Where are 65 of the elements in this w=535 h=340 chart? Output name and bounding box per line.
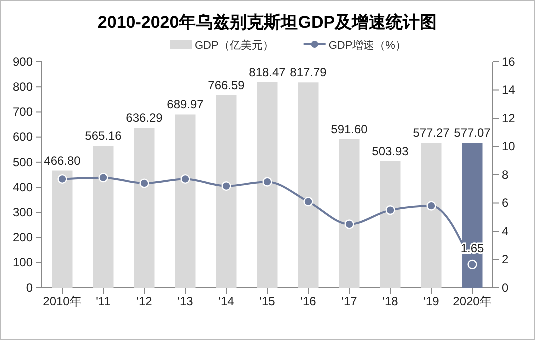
y2-tick-label: 6: [502, 196, 509, 210]
legend-label: GDP（亿美元）: [195, 39, 274, 52]
x-tick-label: 2010年: [43, 294, 82, 309]
data-label: 766.59: [208, 78, 246, 92]
bar: [298, 82, 319, 288]
x-tick-label: '12: [136, 294, 153, 309]
y-tick-label: 0: [26, 280, 34, 295]
bar: [175, 114, 196, 288]
x-tick-label: 2020年: [453, 294, 492, 309]
y-tick-label: 100: [12, 256, 34, 270]
data-label: 503.93: [372, 144, 410, 158]
y-tick-label: 500: [12, 155, 34, 170]
x-tick-label: '19: [424, 294, 440, 309]
point: [386, 206, 396, 216]
y-tick-label: 700: [12, 105, 34, 120]
point: [344, 220, 354, 230]
y-tick-label: 600: [12, 130, 34, 144]
y2-tick-label: 14: [502, 83, 516, 98]
point: [304, 197, 314, 207]
y2-tick-label: 4: [502, 224, 509, 238]
chart-title: 2010-2020年乌兹别克斯坦GDP及增速统计图: [98, 13, 438, 32]
y-tick-label: 800: [12, 80, 34, 94]
point: [468, 260, 478, 270]
x-tick-label: '13: [178, 294, 194, 309]
legend-label: GDP增速（%）: [328, 39, 406, 52]
x-tick-label: '18: [382, 294, 399, 309]
data-label: 591.60: [331, 122, 368, 136]
data-label: 636.29: [126, 111, 164, 126]
y2-tick-label: 12: [502, 111, 516, 126]
y-tick-label: 400: [12, 180, 34, 194]
bar: [421, 143, 442, 288]
data-label: 818.47: [249, 65, 286, 80]
data-label: 565.16: [85, 129, 122, 144]
bar: [93, 146, 114, 288]
x-tick-label: '11: [96, 294, 112, 309]
data-label: 577.27: [413, 126, 450, 140]
data-label: 466.80: [44, 154, 82, 168]
y2-tick-label: 10: [502, 140, 516, 154]
point: [262, 177, 272, 187]
bar: [52, 170, 73, 288]
bar: [380, 161, 401, 288]
y-tick-label: 900: [12, 54, 34, 69]
y2-tick-label: 8: [502, 168, 509, 182]
bar: [257, 82, 278, 288]
point: [426, 201, 436, 211]
y2-tick-label: 16: [502, 54, 516, 69]
data-label: 689.97: [167, 98, 204, 112]
y2-tick-label: 2: [502, 252, 509, 267]
x-tick-label: '17: [342, 294, 358, 309]
y2-tick-label: 0: [502, 280, 509, 295]
bar: [134, 128, 155, 288]
y-tick-label: 200: [12, 230, 34, 245]
point: [140, 178, 150, 188]
data-label: 817.79: [290, 66, 328, 80]
x-tick-label: '15: [260, 294, 276, 309]
x-tick-label: '14: [218, 294, 235, 309]
bar: [216, 96, 237, 288]
x-tick-label: '16: [300, 294, 317, 309]
y-tick-label: 300: [12, 206, 34, 220]
point: [180, 174, 190, 184]
data-label: 577.07: [454, 126, 492, 140]
bar: [339, 139, 360, 288]
point: [58, 174, 68, 184]
point: [98, 173, 108, 183]
point: [222, 182, 232, 192]
